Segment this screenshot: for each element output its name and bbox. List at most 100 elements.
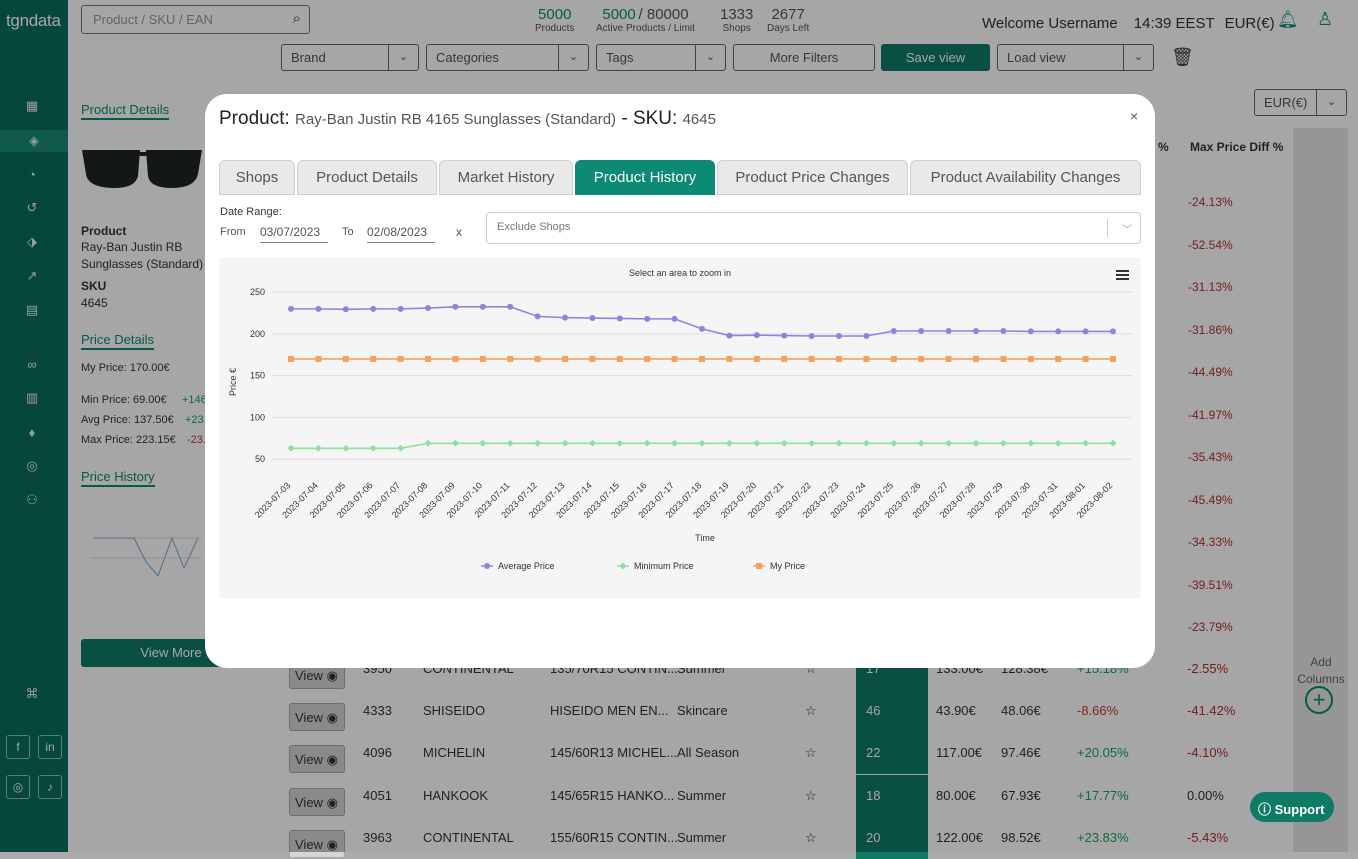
tags-filter[interactable]: Tags ⌄ [596, 44, 726, 71]
legend-marker [756, 563, 762, 569]
load-view-select[interactable]: Load view ⌄ [997, 44, 1154, 71]
tiktok-icon[interactable]: ♪ [38, 775, 62, 799]
data-point [342, 355, 349, 362]
table-row: View ◉ 4096 MICHELIN 145/60R13 MICHEL...… [280, 732, 1290, 774]
row-avg: 48.06€ [1001, 703, 1041, 718]
chevron-down-icon: ⌄ [558, 45, 588, 70]
link-icon[interactable]: ∞ [27, 356, 37, 372]
currency-select[interactable]: EUR(€) ⌄ [1254, 89, 1347, 116]
from-date-input[interactable]: 03/07/2023 [260, 222, 328, 243]
row-max-diff: -4.10% [1187, 745, 1229, 760]
more-filters-label: More Filters [769, 50, 839, 65]
row-name[interactable]: 145/65R15 HANKO... [550, 788, 675, 803]
app-logo[interactable]: tgndata [6, 11, 61, 30]
data-point [506, 439, 514, 447]
data-point [671, 315, 678, 322]
search-input[interactable]: Product / SKU / EAN ⌕ [81, 5, 310, 34]
bell-icon[interactable]: 🔔︎ [1277, 10, 1299, 29]
dashboard-icon[interactable]: ▦ [25, 98, 39, 113]
alert-icon[interactable]: ♦ [28, 424, 36, 440]
data-point [1082, 439, 1090, 447]
tab-shops[interactable]: Shops [219, 160, 295, 195]
data-point [918, 355, 925, 362]
language-icon[interactable]: ⌘ [25, 686, 39, 701]
history-icon[interactable]: ↺ [26, 200, 38, 215]
linkedin-icon[interactable]: in [38, 735, 62, 759]
y-tick-label: 150 [250, 371, 265, 381]
star-icon[interactable]: ☆ [805, 745, 817, 760]
save-view-button[interactable]: Save view [881, 44, 990, 71]
categories-filter[interactable]: Categories ⌄ [426, 44, 589, 71]
tab-product-availability-changes[interactable]: Product Availability Changes [910, 160, 1141, 195]
trash-icon[interactable]: 🗑︎ [1171, 47, 1194, 67]
max-diff-cell: -31.13% [1188, 280, 1233, 294]
data-point [370, 355, 377, 362]
instagram-icon[interactable]: ◎ [6, 775, 30, 799]
products-icon[interactable]: ◈ [0, 130, 68, 152]
search-icon[interactable]: ⌕ [292, 10, 301, 27]
tab-product-price-changes[interactable]: Product Price Changes [717, 160, 908, 195]
more-filters-button[interactable]: More Filters [733, 44, 875, 71]
menu-icon[interactable] [1116, 270, 1129, 280]
data-point [862, 439, 870, 447]
avg-price-diff: +23. [185, 414, 207, 426]
row-name[interactable]: 145/60R13 MICHEL... [550, 745, 678, 760]
max-diff-cell: -44.49% [1188, 365, 1233, 379]
table-icon[interactable]: ▥ [25, 390, 39, 405]
star-icon[interactable]: ☆ [805, 788, 817, 803]
lifebuoy-icon[interactable]: ◎ [26, 458, 38, 473]
clear-dates-button[interactable]: x [456, 225, 462, 239]
username[interactable]: Username [1048, 15, 1118, 32]
pie-chart-icon[interactable]: ◔ [28, 166, 36, 182]
report-icon[interactable]: ▤ [25, 302, 39, 317]
tab-product-details[interactable]: Product Details [297, 160, 437, 195]
view-button[interactable]: View ◉ [289, 745, 345, 773]
row-shop-count-cell[interactable]: 18 [856, 775, 928, 817]
data-point [890, 439, 898, 447]
sku-label: SKU [81, 279, 107, 293]
close-icon[interactable]: × [1130, 108, 1139, 124]
data-point [562, 314, 568, 321]
stat-days-left: 2677 Days Left [767, 6, 809, 34]
star-icon[interactable]: ☆ [805, 830, 817, 845]
data-point [451, 439, 459, 447]
price-history-chart[interactable]: Select an area to zoom in Price € Time 5… [219, 258, 1141, 598]
brand-filter-label: Brand [291, 50, 326, 65]
support-button[interactable]: ⓘ Support [1250, 792, 1334, 822]
brand-filter[interactable]: Brand ⌄ [281, 44, 419, 71]
chart-svg[interactable]: Select an area to zoom in Price € Time 5… [219, 258, 1141, 598]
stat-active-value: 5000 [602, 6, 636, 23]
legend-marker [484, 563, 490, 569]
price-history-thumbnail[interactable] [82, 498, 204, 603]
view-button[interactable]: View ◉ [289, 703, 345, 731]
view-button[interactable]: View ◉ [289, 788, 345, 816]
facebook-icon[interactable]: f [6, 735, 30, 759]
row-name[interactable]: 155/60R15 CONTIN... [550, 830, 678, 845]
modal-sku-value: 4645 [682, 111, 716, 128]
row-shop-count-cell[interactable]: 46 [856, 690, 928, 732]
to-date-input[interactable]: 02/08/2023 [367, 222, 435, 243]
row-shop-count: 22 [866, 745, 881, 760]
data-point [808, 355, 815, 362]
add-column-icon[interactable]: + [1305, 686, 1333, 714]
row-name[interactable]: HISEIDO MEN EN... [550, 703, 669, 718]
row-shop-count-cell[interactable]: 22 [856, 732, 928, 774]
max-price-diff-header[interactable]: Max Price Diff % [1190, 140, 1284, 154]
star-icon[interactable]: ☆ [805, 661, 817, 676]
exclude-shops-select[interactable]: Exclude Shops ﹀ [486, 212, 1141, 244]
eye-icon: ◉ [326, 710, 338, 725]
pct-header[interactable]: % [1158, 140, 1169, 154]
max-diff-cell: -34.33% [1188, 535, 1233, 549]
users-icon[interactable]: ⚇ [26, 492, 38, 507]
star-icon[interactable]: ☆ [805, 703, 817, 718]
currency-label[interactable]: EUR(€) [1224, 15, 1275, 32]
stat-products-value: 5000 [538, 6, 572, 23]
select-divider [1107, 219, 1108, 237]
tab-product-history[interactable]: Product History [575, 160, 715, 195]
tag-icon[interactable]: ⬗ [27, 234, 37, 249]
user-icon[interactable]: ♙ [1317, 9, 1334, 29]
trend-icon[interactable]: ↗ [26, 268, 38, 283]
tab-market-history[interactable]: Market History [439, 160, 573, 195]
chevron-down-icon: ⌄ [1123, 45, 1153, 70]
data-point [726, 332, 733, 339]
